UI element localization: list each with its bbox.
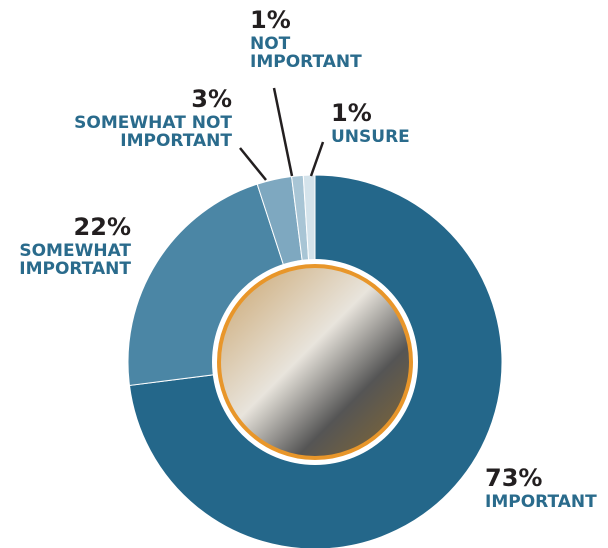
slices [127,174,503,548]
category-label: UNSURE [331,127,410,147]
slice-label: 1% NOT IMPORTANT [250,8,390,72]
slice-label: 3% SOMEWHAT NOT IMPORTANT [32,87,232,151]
category-label: SOMEWHAT NOT IMPORTANT [74,113,232,151]
value-label: 1% [331,99,372,127]
center-photo [217,264,413,460]
category-label: IMPORTANT [485,492,597,512]
category-label: SOMEWHAT IMPORTANT [19,241,131,279]
leader-line [239,147,267,181]
value-label: 22% [73,213,131,241]
leader-line [309,141,325,177]
slice-label: 1% UNSURE [331,101,451,147]
slice-label: 22% SOMEWHAT IMPORTANT [1,215,131,279]
value-label: 3% [191,85,232,113]
slice-label: 73% IMPORTANT [485,466,608,512]
leader-line [272,87,294,177]
value-label: 73% [485,464,543,492]
category-label: NOT IMPORTANT [250,34,362,72]
value-label: 1% [250,6,291,34]
leader-lines [239,87,325,181]
